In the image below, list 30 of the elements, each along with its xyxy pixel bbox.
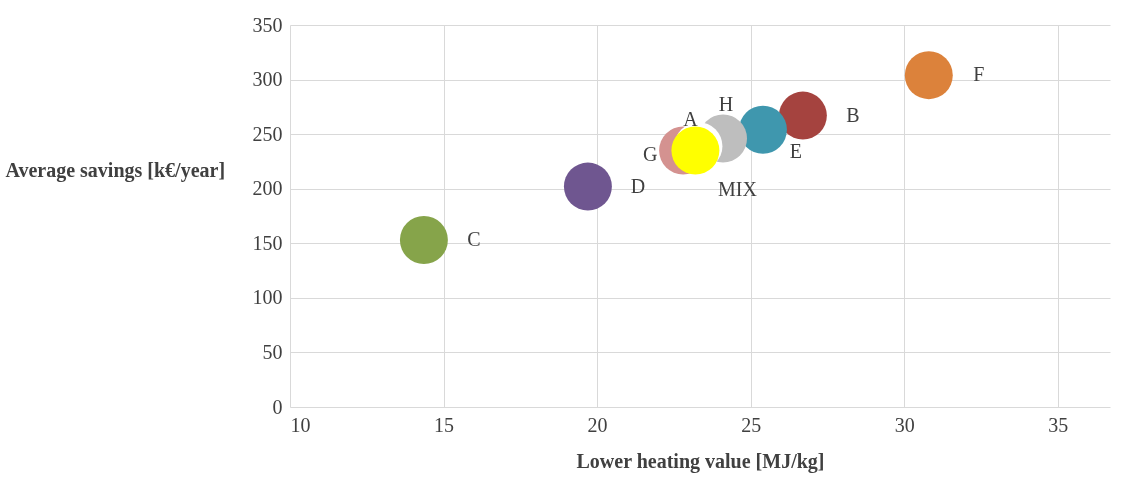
- series-label: E: [789, 139, 803, 162]
- x-tick-label: 20: [587, 413, 608, 436]
- point: [563, 162, 612, 211]
- y-tick-label: 350: [252, 13, 283, 36]
- series-label: MIX: [717, 177, 758, 200]
- series-label: F: [973, 63, 985, 86]
- point: [904, 51, 953, 100]
- x-tick-label: 35: [1048, 413, 1069, 436]
- y-tick-label: 50: [262, 340, 283, 363]
- x-tick-label: 10: [290, 413, 311, 436]
- x-tick-label: 25: [741, 413, 762, 436]
- x-axis-title: Lower heating value [MJ/kg]: [576, 449, 825, 473]
- series-label: B: [846, 103, 860, 126]
- x-tick-label: 15: [434, 413, 455, 436]
- series-label: C: [467, 228, 481, 251]
- series-label: H: [718, 92, 734, 115]
- point: [399, 216, 448, 264]
- y-tick-label: 200: [252, 177, 283, 200]
- y-tick-label: 100: [252, 286, 283, 309]
- point: [738, 105, 787, 154]
- series-label: G: [642, 142, 658, 165]
- series-label: D: [630, 174, 646, 197]
- y-tick-label: 250: [252, 122, 283, 145]
- y-axis-title: Average savings [k€/year]: [5, 158, 226, 182]
- x-tick-label: 30: [894, 413, 915, 436]
- y-tick-label: 0: [272, 395, 283, 418]
- y-tick-label: 300: [252, 68, 283, 91]
- series-label: A: [683, 108, 699, 131]
- y-tick-label: 150: [252, 231, 283, 254]
- point: [778, 91, 827, 140]
